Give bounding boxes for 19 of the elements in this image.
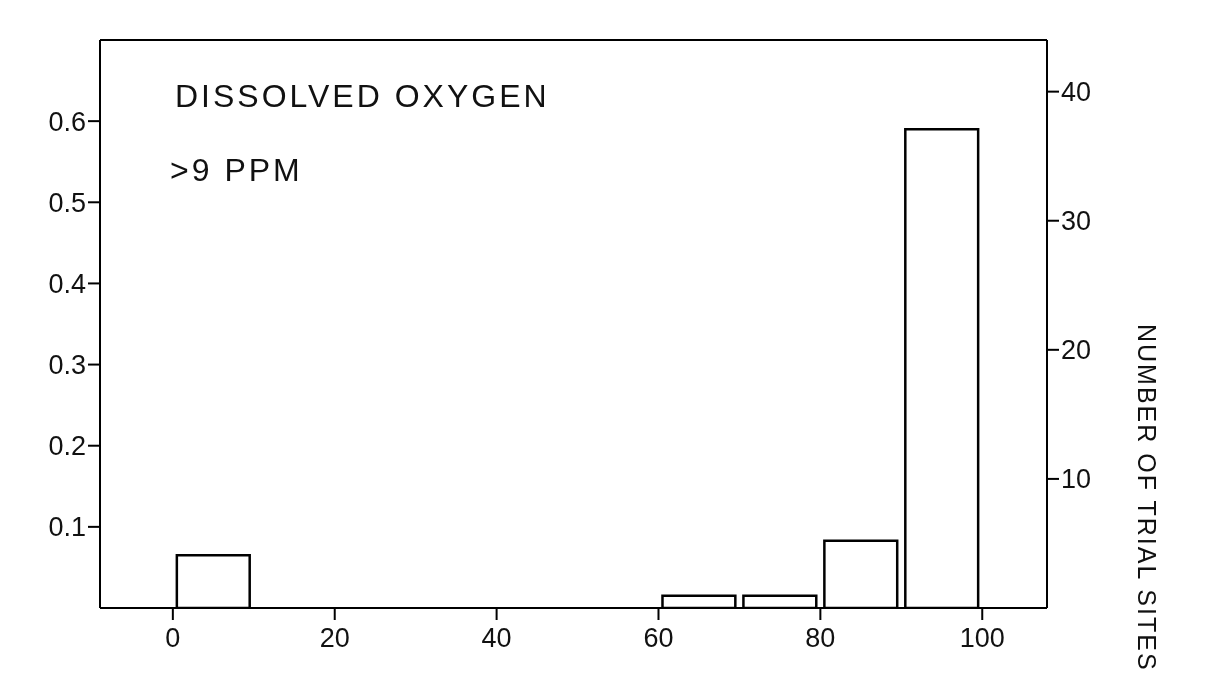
y-tick-label: 0.5 (48, 187, 86, 218)
y-tick-label: 0.4 (48, 269, 86, 300)
y-tick-label: 0.6 (48, 106, 86, 137)
y2-tick-label: 20 (1061, 335, 1092, 366)
y2-axis-title: NUMBER OF TRIAL SITES (1133, 324, 1162, 672)
y-tick-label: 0.1 (48, 512, 86, 543)
x-tick-label: 100 (959, 623, 1005, 654)
x-tick-label: 40 (481, 623, 512, 654)
y-tick-label: 0.3 (48, 350, 86, 381)
y2-tick-label: 30 (1061, 206, 1092, 237)
y-tick-label: 0.2 (48, 431, 86, 462)
x-tick-label: 60 (643, 623, 674, 654)
x-tick-label: 20 (319, 623, 350, 654)
x-tick-label: 80 (805, 623, 836, 654)
text: >9 PPM (170, 152, 303, 189)
x-tick-label: 0 (165, 623, 181, 654)
y2-tick-label: 40 (1061, 77, 1092, 108)
text: DISSOLVED OXYGEN (175, 78, 550, 115)
y2-tick-label: 10 (1061, 464, 1092, 495)
